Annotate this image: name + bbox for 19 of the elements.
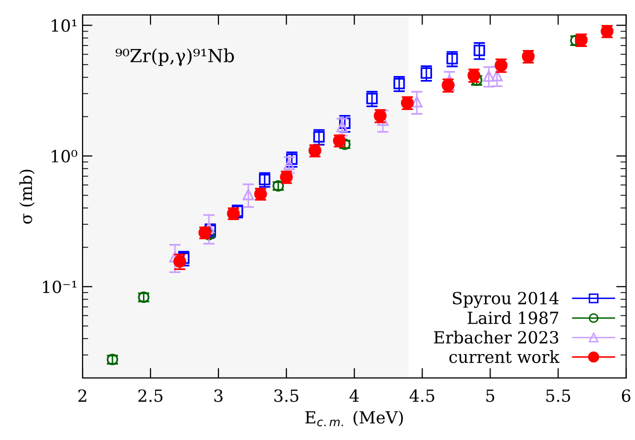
annotation: ⁹⁰Zr(p,γ)⁹¹Nb	[116, 48, 234, 66]
y-axis-title: σ (mb)	[19, 170, 35, 224]
x-tick-label: 5	[486, 390, 494, 402]
x-tick-label: 3	[214, 389, 223, 402]
legend-label: current work	[449, 350, 560, 364]
x-tick-label: 2	[78, 389, 86, 402]
x-tick-label: 4.5	[410, 389, 434, 402]
x-tick-label: 6	[622, 389, 630, 402]
legend-label: Erbacher 2023	[434, 330, 558, 344]
x-tick-label: 2.5	[138, 389, 162, 402]
y-tick-label: 10¹	[52, 19, 76, 32]
x-tick-label: 4	[350, 389, 359, 402]
x-tick-label: 3.5	[274, 389, 298, 402]
x-tick-label: 5.5	[546, 390, 570, 402]
x-axis-title: E$_{c.m.}$ (MeV)	[305, 410, 403, 426]
y-tick-label: 10⁻¹	[43, 280, 76, 294]
legend-label: Spyrou 2014	[452, 292, 559, 308]
y-tick-label: 10⁰	[52, 150, 78, 163]
legend-label: Laird 1987	[468, 311, 558, 324]
